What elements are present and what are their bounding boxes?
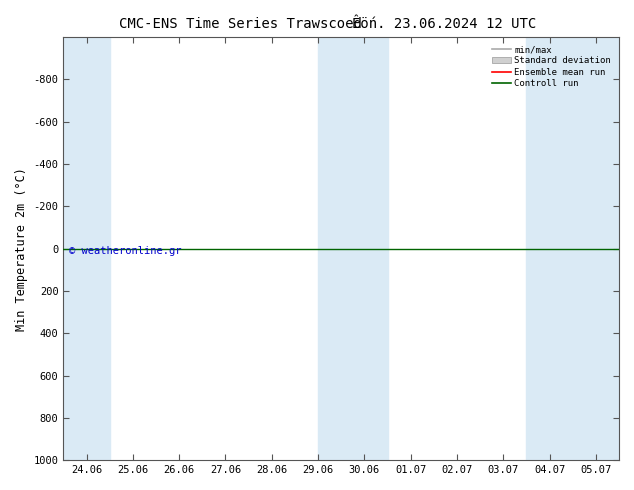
Bar (318, 37, 387, 460)
Text: CMC-ENS Time Series Trawscoed: CMC-ENS Time Series Trawscoed (119, 17, 363, 31)
Y-axis label: Min Temperature 2m (°C): Min Temperature 2m (°C) (15, 167, 28, 331)
Text: © weatheronline.gr: © weatheronline.gr (69, 246, 181, 256)
Bar (63, 37, 110, 460)
Legend: min/max, Standard deviation, Ensemble mean run, Controll run: min/max, Standard deviation, Ensemble me… (489, 42, 614, 92)
Bar (526, 37, 619, 460)
Text: Êöń. 23.06.2024 12 UTC: Êöń. 23.06.2024 12 UTC (352, 17, 536, 31)
